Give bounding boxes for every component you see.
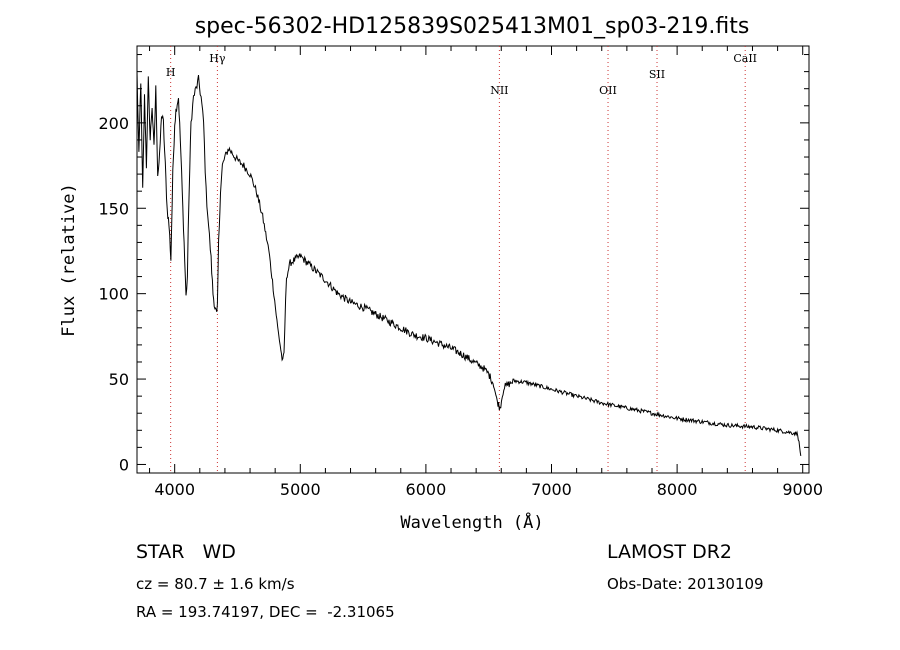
marker-label: CaII	[733, 52, 757, 65]
x-tick-label: 9000	[782, 480, 823, 499]
survey-name: LAMOST DR2	[607, 541, 732, 563]
y-axis-ticks: 0 50 100 150 200	[98, 54, 809, 474]
y-tick-label: 200	[98, 114, 129, 133]
x-tick-label: 5000	[280, 480, 321, 499]
marker-label: OII	[599, 84, 617, 97]
x-tick-label: 8000	[657, 480, 698, 499]
x-tick-label: 7000	[531, 480, 572, 499]
y-tick-label: 0	[119, 455, 129, 474]
marker-label: Hγ	[209, 52, 226, 65]
y-axis-label: Flux (relative)	[59, 183, 79, 337]
redshift-cz: cz = 80.7 ± 1.6 km/s	[136, 575, 295, 593]
flux-series-line	[136, 69, 802, 456]
y-tick-label: 50	[109, 370, 129, 389]
emission-line-markers: H Hγ NII OII SII CaII	[166, 46, 757, 473]
chart-title: spec-56302-HD125839S025413M01_sp03-219.f…	[195, 14, 750, 39]
ra-dec: RA = 193.74197, DEC = -2.31065	[136, 603, 395, 621]
y-tick-label: 150	[98, 199, 129, 218]
obs-date: Obs-Date: 20130109	[607, 575, 764, 593]
x-axis-ticks: 4000 5000 6000 7000 8000 9000	[149, 46, 823, 499]
y-tick-label: 100	[98, 285, 129, 304]
x-tick-label: 4000	[154, 480, 195, 499]
marker-label: NII	[490, 84, 508, 97]
marker-label: H	[166, 66, 176, 79]
x-tick-label: 6000	[406, 480, 447, 499]
plot-frame	[136, 45, 810, 474]
x-axis-label: Wavelength (Å)	[400, 511, 543, 533]
marker-label: SII	[649, 68, 665, 81]
object-class: STAR WD	[136, 541, 236, 563]
